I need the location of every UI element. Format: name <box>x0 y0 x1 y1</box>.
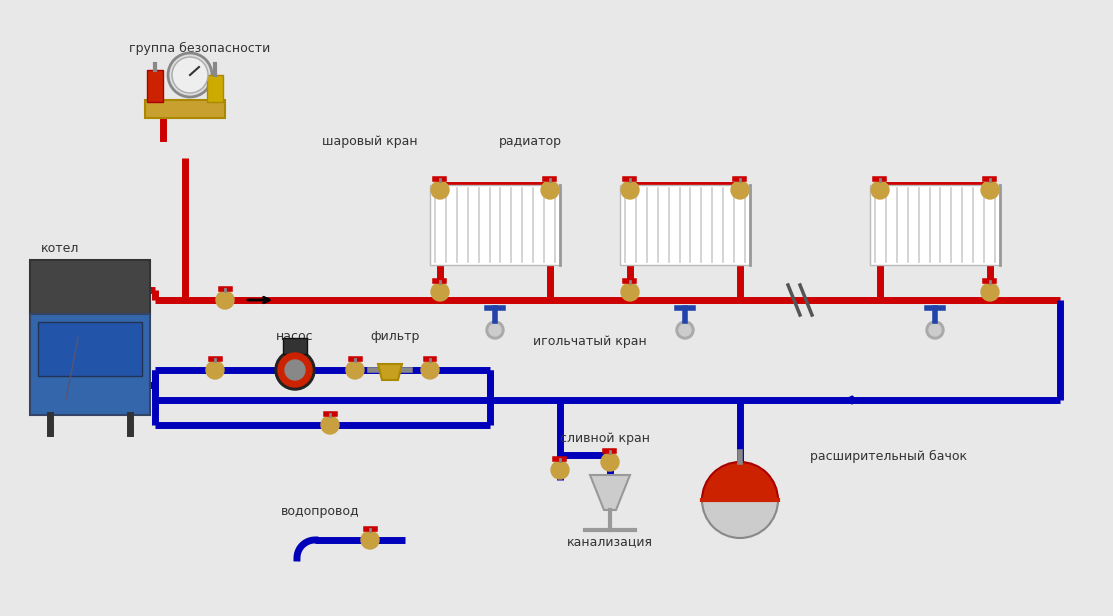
Circle shape <box>551 461 569 479</box>
Circle shape <box>601 453 619 471</box>
Bar <box>38 322 142 376</box>
Circle shape <box>285 360 305 380</box>
Text: игольчатый кран: игольчатый кран <box>533 335 647 348</box>
Text: расширительный бачок: расширительный бачок <box>810 450 967 463</box>
Circle shape <box>871 181 889 199</box>
Circle shape <box>981 181 999 199</box>
Circle shape <box>278 353 312 387</box>
Polygon shape <box>378 364 402 380</box>
Circle shape <box>541 181 559 199</box>
Circle shape <box>676 321 695 339</box>
Bar <box>870 185 999 265</box>
Text: сливной кран: сливной кран <box>560 432 650 445</box>
Text: канализация: канализация <box>567 535 653 548</box>
Circle shape <box>275 350 315 390</box>
Circle shape <box>206 361 224 379</box>
Circle shape <box>929 324 940 336</box>
Circle shape <box>621 283 639 301</box>
Circle shape <box>168 53 211 97</box>
Circle shape <box>431 181 449 199</box>
Bar <box>147 70 162 102</box>
Wedge shape <box>702 462 778 500</box>
Bar <box>430 185 560 265</box>
Circle shape <box>679 324 691 336</box>
Circle shape <box>346 361 364 379</box>
Circle shape <box>926 321 944 339</box>
Bar <box>207 75 223 102</box>
Circle shape <box>431 283 449 301</box>
Circle shape <box>173 57 208 93</box>
Text: фильтр: фильтр <box>371 330 420 343</box>
Wedge shape <box>702 500 778 538</box>
Circle shape <box>731 181 749 199</box>
Polygon shape <box>590 475 630 510</box>
Text: шаровый кран: шаровый кран <box>322 135 417 148</box>
Bar <box>30 314 150 415</box>
Circle shape <box>621 181 639 199</box>
Text: водопровод: водопровод <box>280 505 359 518</box>
Text: насос: насос <box>276 330 314 343</box>
Circle shape <box>361 531 380 549</box>
Circle shape <box>489 324 501 336</box>
Circle shape <box>421 361 439 379</box>
Bar <box>145 100 225 118</box>
Circle shape <box>981 283 999 301</box>
Circle shape <box>486 321 504 339</box>
Bar <box>283 338 307 354</box>
Circle shape <box>321 416 339 434</box>
Circle shape <box>216 291 234 309</box>
Text: радиатор: радиатор <box>499 135 561 148</box>
Bar <box>30 260 150 314</box>
Text: группа безопасности: группа безопасности <box>129 42 270 55</box>
Text: котел: котел <box>41 242 79 255</box>
Bar <box>620 185 750 265</box>
